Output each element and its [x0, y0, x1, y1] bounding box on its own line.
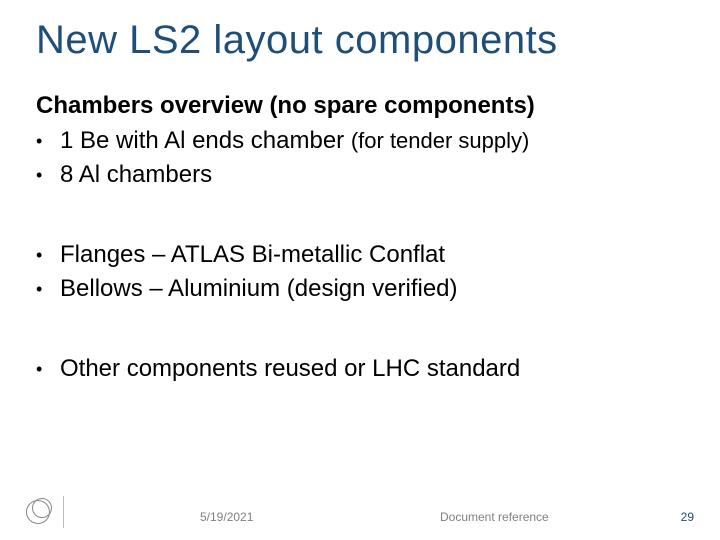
- bullet-item: • Bellows – Aluminium (design verified): [36, 274, 458, 304]
- slide-title: New LS2 layout components: [36, 18, 558, 63]
- slide-footer: 5/19/2021 Document reference 29: [0, 490, 720, 540]
- footer-page-number: 29: [681, 510, 694, 524]
- bullet-text: Flanges – ATLAS Bi-metallic Conflat: [60, 240, 445, 270]
- bullet-item: • Other components reused or LHC standar…: [36, 354, 520, 384]
- bullet-dot-icon: •: [36, 126, 60, 156]
- bullet-paren: (for tender supply): [351, 128, 530, 153]
- bullet-item: • Flanges – ATLAS Bi-metallic Conflat: [36, 240, 445, 270]
- footer-date: 5/19/2021: [200, 510, 253, 524]
- footer-reference: Document reference: [440, 510, 549, 524]
- slide-subtitle: Chambers overview (no spare components): [36, 92, 535, 120]
- bullet-dot-icon: •: [36, 354, 60, 384]
- bullet-dot-icon: •: [36, 160, 60, 190]
- bullet-dot-icon: •: [36, 240, 60, 270]
- bullet-lead: 1 Be with Al ends chamber: [60, 127, 351, 154]
- bullet-text: 1 Be with Al ends chamber (for tender su…: [60, 126, 529, 156]
- bullet-item: • 1 Be with Al ends chamber (for tender …: [36, 126, 529, 156]
- footer-divider: [63, 496, 64, 528]
- bullet-text: Bellows – Aluminium (design verified): [60, 274, 458, 304]
- slide: New LS2 layout components Chambers overv…: [0, 0, 720, 540]
- bullet-text: Other components reused or LHC standard: [60, 354, 520, 384]
- bullet-text: 8 Al chambers: [60, 160, 212, 190]
- bullet-item: • 8 Al chambers: [36, 160, 212, 190]
- cern-logo-icon: [24, 498, 52, 526]
- bullet-dot-icon: •: [36, 274, 60, 304]
